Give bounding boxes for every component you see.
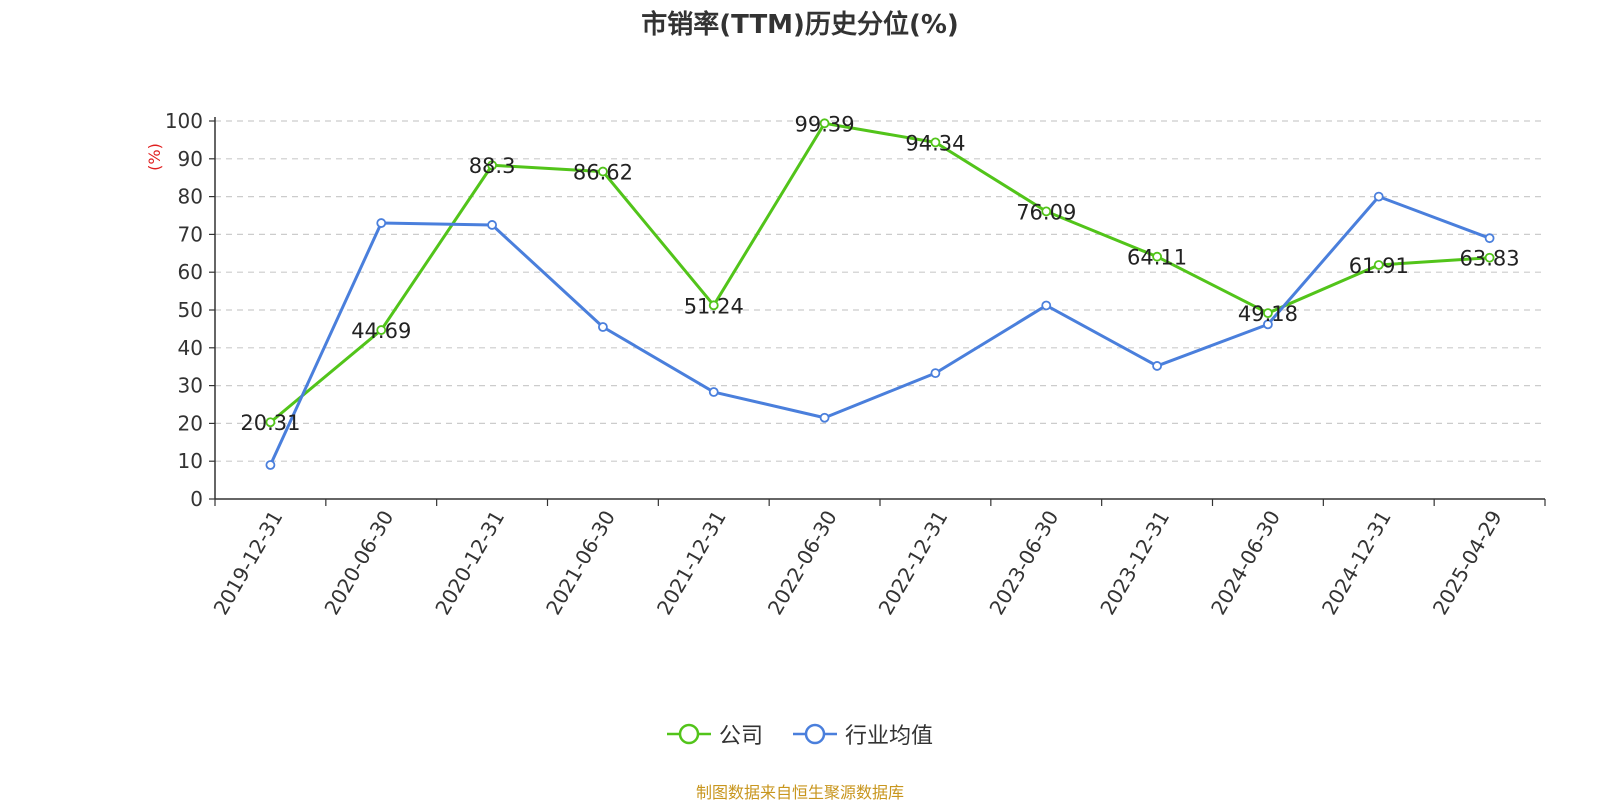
- data-label: 88.3: [469, 154, 516, 178]
- y-axis-labels: 0 10 20 30 40 50 60 70 80 90 100: [165, 109, 203, 511]
- legend-label-industry-avg: 行业均值: [845, 724, 934, 749]
- data-label: 86.62: [573, 161, 633, 185]
- chart-title: 市销率(TTM)历史分位(%): [641, 10, 959, 40]
- x-tick-label: 2023-12-31: [1095, 506, 1174, 619]
- data-label: 99.39: [795, 112, 855, 136]
- y-tick-label: 20: [178, 411, 203, 435]
- axes: [209, 117, 1546, 506]
- data-label: 63.83: [1460, 247, 1520, 271]
- data-point: [708, 387, 719, 397]
- data-label: 64.11: [1127, 246, 1187, 270]
- data-point: [1041, 206, 1052, 217]
- data-point: [1373, 191, 1384, 202]
- data-label: 20.31: [240, 411, 300, 435]
- data-point: [708, 300, 719, 311]
- y-tick-label: 90: [178, 147, 203, 171]
- x-tick-label: 2021-12-31: [652, 506, 731, 619]
- x-tick-label: 2025-04-29: [1428, 506, 1507, 619]
- data-point: [1484, 252, 1495, 263]
- data-point: [487, 220, 497, 230]
- legend-label-company: 公司: [718, 724, 763, 749]
- x-axis-labels: 2019-12-31 2020-06-30 2020-12-31 2021-06-30…: [209, 506, 1507, 619]
- y-tick-label: 60: [178, 260, 203, 284]
- y-tick-label: 70: [178, 222, 203, 246]
- data-label: 44.69: [351, 319, 411, 343]
- data-point: [376, 325, 387, 335]
- data-point: [1263, 308, 1273, 318]
- x-tick-label: 2024-06-30: [1206, 506, 1285, 619]
- legend-marker-industry-avg: [793, 723, 837, 745]
- data-label: 76.09: [1016, 200, 1076, 224]
- data-label: 51.24: [684, 294, 744, 318]
- data-label: 61.91: [1349, 254, 1409, 278]
- y-tick-label: 10: [178, 449, 203, 473]
- data-source-note: 制图数据来自恒生聚源数据库: [695, 783, 904, 802]
- x-tick-label: 2021-06-30: [541, 506, 620, 619]
- data-label: 94.34: [905, 131, 965, 155]
- y-tick-label: 30: [178, 374, 203, 398]
- grid-lines: [215, 120, 1545, 462]
- y-tick-label: 40: [178, 336, 203, 360]
- data-point: [487, 160, 497, 171]
- legend: 公司 行业均值: [0, 718, 1600, 750]
- series-line-1: [269, 195, 1491, 466]
- data-point: [1263, 319, 1273, 330]
- x-tick-label: 2022-12-31: [874, 506, 953, 619]
- data-point: [819, 412, 830, 423]
- data-point: [265, 460, 276, 470]
- x-tick-label: 2019-12-31: [209, 506, 288, 619]
- data-point: [1484, 233, 1495, 244]
- series-lines: [265, 118, 1495, 470]
- y-tick-label: 0: [190, 487, 203, 511]
- legend-marker-company: [666, 723, 711, 745]
- data-point: [1152, 361, 1162, 371]
- data-point: [930, 368, 941, 379]
- data-labels: 20.31 44.69 88.3 86.62 51.24 99.39 94.34 76.09 6…: [240, 112, 1519, 435]
- y-tick-label: 80: [178, 185, 203, 209]
- data-point: [819, 118, 830, 129]
- data-point: [1041, 300, 1052, 311]
- x-tick-label: 2024-12-31: [1317, 506, 1396, 619]
- y-axis-title: (%): [145, 143, 164, 171]
- data-label: 49.18: [1238, 302, 1298, 326]
- x-tick-label: 2020-12-31: [430, 506, 509, 619]
- y-tick-label: 100: [165, 109, 203, 133]
- data-point: [376, 218, 387, 228]
- data-point: [1373, 260, 1384, 270]
- legend-item-industry-avg[interactable]: 行业均值: [793, 718, 933, 750]
- data-point: [598, 166, 608, 177]
- x-tick-label: 2022-06-30: [763, 506, 842, 619]
- data-point: [930, 137, 941, 148]
- data-point: [265, 417, 276, 428]
- data-point: [598, 322, 608, 332]
- data-point: [1152, 251, 1162, 262]
- legend-item-company[interactable]: 公司: [666, 718, 763, 750]
- x-tick-label: 2020-06-30: [319, 506, 398, 619]
- y-tick-label: 50: [178, 298, 203, 322]
- x-tick-label: 2023-06-30: [984, 506, 1063, 619]
